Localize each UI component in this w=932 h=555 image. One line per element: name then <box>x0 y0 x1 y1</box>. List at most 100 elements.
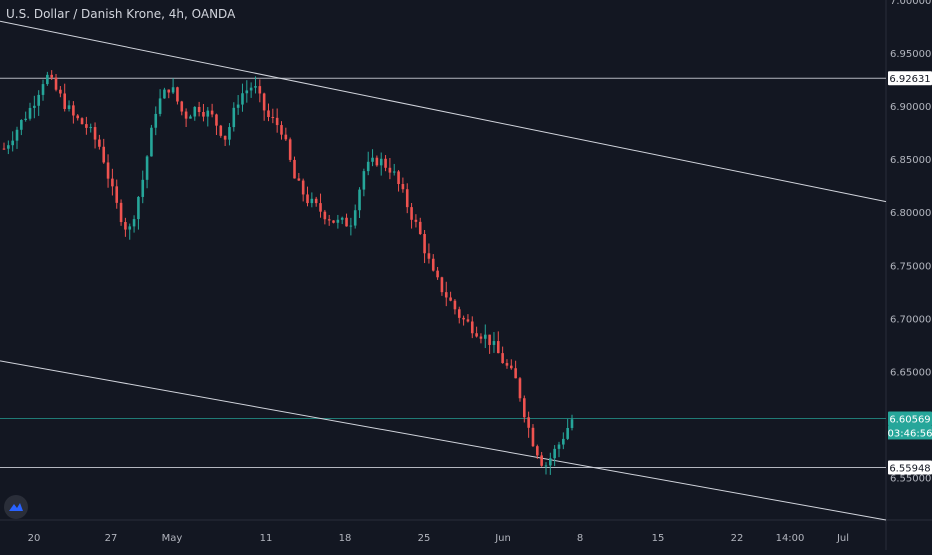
candle-body <box>479 336 483 339</box>
candle-body <box>267 110 270 118</box>
candle-body <box>137 196 140 220</box>
x-tick-label: 25 <box>418 533 431 544</box>
candle-body <box>206 110 210 117</box>
countdown-bg <box>888 425 932 440</box>
trend-line[interactable] <box>0 20 887 203</box>
candle-body <box>180 101 184 112</box>
candle-body <box>536 446 539 456</box>
candle-body <box>375 157 379 166</box>
x-tick-label: 8 <box>577 533 583 544</box>
level-label-low-bg <box>888 460 932 475</box>
candle-body <box>527 417 530 428</box>
y-tick-label: 6.65000 <box>890 367 931 378</box>
y-tick-label: 6.75000 <box>890 261 931 272</box>
candle-body <box>353 210 357 226</box>
candle-body <box>41 84 45 95</box>
x-tick-label: 20 <box>28 533 41 544</box>
candle-body <box>414 219 418 222</box>
candle-body <box>449 297 452 301</box>
candle-body <box>132 219 136 227</box>
candle-body <box>20 119 23 130</box>
candle-body <box>540 455 543 466</box>
y-tick-label: 6.80000 <box>890 208 931 219</box>
candle-body <box>492 341 496 345</box>
x-tick-label: 15 <box>652 533 665 544</box>
trend-line[interactable] <box>0 360 887 521</box>
candle-body <box>410 207 413 220</box>
y-tick-label: 6.90000 <box>890 102 931 113</box>
candle-body <box>85 124 88 128</box>
candle-body <box>362 171 366 190</box>
candle-body <box>63 93 67 109</box>
candle-body <box>349 225 353 227</box>
y-tick-label: 6.70000 <box>890 314 931 325</box>
candle-body <box>232 107 236 128</box>
candle-body <box>93 127 97 140</box>
candle-body <box>531 427 535 447</box>
candle-body <box>462 317 465 320</box>
candle-body <box>327 219 331 221</box>
candle-body <box>345 217 348 227</box>
x-tick-label: 14:00 <box>776 533 805 544</box>
candle-body <box>202 111 205 117</box>
candle-body <box>301 180 305 195</box>
x-tick-label: Jul <box>836 533 849 544</box>
candle-body <box>297 178 301 181</box>
candle-body <box>306 194 309 204</box>
y-tick-label: 7.00000 <box>890 0 931 7</box>
candle-body <box>124 222 127 230</box>
candle-body <box>544 465 548 467</box>
last-price-label-bg <box>888 411 932 426</box>
chart-legend: U.S. Dollar / Danish Krone, 4h, OANDA <box>6 7 236 21</box>
candle-body <box>7 145 10 149</box>
level-label-low: 6.55948 <box>889 463 930 474</box>
level-label-high: 6.92631 <box>889 74 930 85</box>
candle-body <box>280 125 283 135</box>
candle-body <box>176 87 179 102</box>
candle-body <box>33 105 36 108</box>
candle-body <box>570 419 574 428</box>
candle-body <box>228 127 231 140</box>
candle-body <box>193 106 197 117</box>
tradingview-logo-icon[interactable] <box>4 495 28 519</box>
x-tick-label: Jun <box>494 533 511 544</box>
countdown-label: 03:46:56 <box>888 428 932 439</box>
candle-body <box>249 87 253 91</box>
candle-body <box>150 127 153 157</box>
candle-body <box>128 226 132 230</box>
candle-body <box>483 334 487 339</box>
candle-body <box>514 368 517 379</box>
candle-body <box>271 117 275 119</box>
candle-body <box>80 118 84 125</box>
candle-body <box>488 334 491 345</box>
candle-body <box>236 104 240 108</box>
candle-body <box>67 105 71 109</box>
x-tick-label: 11 <box>260 533 273 544</box>
candle-body <box>405 189 409 208</box>
candle-body <box>436 270 439 278</box>
candle-body <box>431 258 435 271</box>
candle-body <box>319 203 322 212</box>
candle-body <box>163 89 166 99</box>
candle-body <box>314 198 318 204</box>
candle-body <box>553 448 556 459</box>
candle-body <box>466 319 470 322</box>
candle-body <box>115 186 119 203</box>
candle-body <box>184 111 188 119</box>
y-tick-label: 6.85000 <box>890 155 931 166</box>
last-price-label: 6.60569 <box>889 414 930 425</box>
candle-body <box>523 398 526 418</box>
candle-body <box>340 217 344 220</box>
candle-body <box>366 161 370 172</box>
candle-body <box>310 198 314 204</box>
candle-body <box>245 90 249 94</box>
candle-body <box>37 94 40 106</box>
candle-body <box>549 458 552 466</box>
candle-body <box>501 353 504 364</box>
x-tick-label: 27 <box>105 533 118 544</box>
candle-body <box>284 134 288 140</box>
candle-body <box>46 74 49 85</box>
candle-body <box>505 363 509 366</box>
